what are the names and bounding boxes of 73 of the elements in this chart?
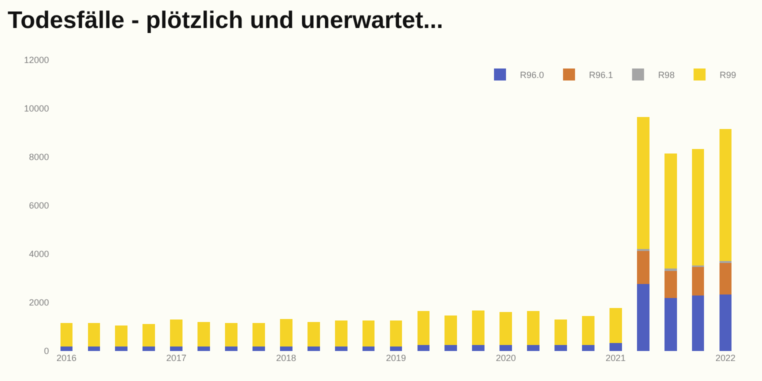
bar: [225, 346, 238, 351]
x-tick-label: 2018: [276, 353, 296, 363]
bar: [334, 320, 348, 346]
bar: [307, 346, 320, 351]
bar: [417, 311, 430, 346]
legend-label: R98: [658, 70, 675, 80]
bar: [115, 346, 128, 351]
bar: [444, 315, 458, 346]
x-tick-label: 2021: [606, 353, 626, 363]
y-tick-label: 10000: [24, 104, 49, 114]
x-tick-label: 2022: [716, 353, 736, 363]
y-tick-label: 2000: [28, 298, 49, 308]
bar: [88, 346, 100, 351]
bar: [60, 346, 73, 351]
bar: [307, 322, 320, 346]
y-tick-label: 6000: [28, 200, 49, 211]
bar: [719, 262, 732, 294]
bar: [692, 149, 704, 266]
bar: [444, 345, 458, 351]
bar: [719, 294, 732, 351]
bar: [115, 326, 128, 346]
bar: [472, 345, 485, 351]
legend-label: R99: [720, 70, 736, 80]
x-tick-label: 2019: [386, 353, 406, 363]
bar: [142, 346, 156, 351]
bar: [636, 116, 650, 249]
bar: [527, 311, 540, 346]
bar: [500, 345, 512, 351]
y-tick-label: 0: [44, 346, 49, 356]
x-tick-label: 2017: [166, 353, 186, 363]
bar: [280, 318, 292, 346]
bar: [692, 295, 704, 351]
x-tick-label: 2020: [496, 353, 516, 363]
bar: [362, 320, 375, 346]
bar: [334, 346, 348, 351]
bar: [390, 346, 402, 351]
bar: [142, 324, 156, 346]
bar: [719, 129, 732, 262]
bar: [170, 319, 182, 346]
bar: [472, 310, 485, 346]
bar: [664, 270, 677, 298]
chart-title: Todesfälle - plötzlich und unerwartet...: [8, 7, 444, 34]
bar: [692, 266, 704, 296]
bar: [582, 345, 594, 351]
bar: [527, 345, 540, 351]
bar: [664, 154, 677, 269]
bar: [554, 345, 567, 351]
y-tick-label: 8000: [28, 152, 49, 162]
bar: [500, 312, 512, 346]
bar: [390, 320, 402, 346]
bar: [198, 322, 210, 346]
bar: [362, 346, 375, 351]
bar: [280, 346, 292, 351]
y-tick-label: 12000: [24, 55, 49, 66]
bar: [610, 343, 622, 351]
bar: [582, 316, 594, 346]
bar: [252, 346, 265, 351]
bar: [664, 298, 677, 351]
bar: [554, 319, 567, 346]
y-tick-label: 4000: [28, 249, 49, 260]
bar: [636, 284, 650, 351]
bar: [417, 345, 430, 351]
legend-label: R96.0: [520, 70, 544, 80]
bar: [198, 346, 210, 351]
bar: [60, 322, 73, 346]
legend-label: R96.1: [589, 70, 614, 80]
x-tick-label: 2016: [56, 353, 76, 363]
bar: [610, 308, 622, 344]
bar: [252, 323, 265, 346]
bar: [636, 250, 650, 284]
bar: [225, 323, 238, 346]
bar: [170, 346, 182, 351]
bar: [88, 323, 100, 346]
